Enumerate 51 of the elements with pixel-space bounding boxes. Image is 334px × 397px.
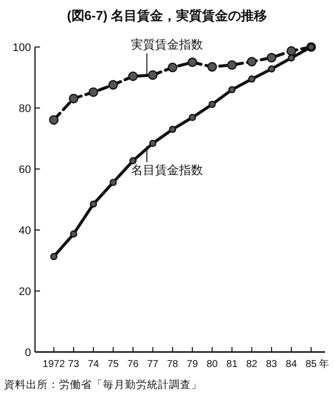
y-tick-label: 100 bbox=[12, 42, 31, 54]
point bbox=[50, 252, 58, 260]
x-tick-label: 82 bbox=[246, 359, 258, 370]
x-tick-label: 85 bbox=[306, 359, 318, 370]
x-tick-label: 78 bbox=[167, 359, 179, 370]
x-tick-label: 76 bbox=[127, 359, 139, 370]
x-tick-label: 79 bbox=[186, 359, 198, 370]
x-axis-title: 年 bbox=[319, 358, 330, 370]
point bbox=[286, 46, 296, 56]
point bbox=[208, 100, 216, 108]
point bbox=[90, 200, 97, 208]
point bbox=[168, 126, 176, 133]
chart-title: (図6-7) 名目賃金，実質賃金の推移 bbox=[66, 8, 268, 23]
x-tick-label: 81 bbox=[226, 359, 238, 370]
point bbox=[288, 54, 295, 62]
x-tick-label: 77 bbox=[147, 359, 159, 370]
point bbox=[228, 86, 236, 94]
x-tick-label: 80 bbox=[206, 359, 218, 370]
point bbox=[227, 60, 237, 70]
x-tick-label: 74 bbox=[88, 359, 100, 370]
point bbox=[168, 62, 178, 72]
x-tick-label: 75 bbox=[108, 359, 120, 370]
point bbox=[128, 71, 138, 82]
text: 資料出所：労働省「毎月勤労統計調査」 bbox=[4, 378, 202, 391]
point bbox=[49, 115, 59, 125]
point bbox=[266, 52, 276, 62]
point bbox=[148, 70, 158, 80]
point bbox=[110, 178, 117, 186]
point bbox=[108, 80, 118, 90]
y-tick-label: 20 bbox=[18, 286, 31, 298]
point bbox=[268, 65, 276, 73]
point bbox=[129, 157, 137, 164]
x-tick-label: 73 bbox=[68, 359, 80, 370]
y-tick-label: 80 bbox=[18, 103, 31, 115]
x-tick-label: 84 bbox=[286, 359, 298, 370]
x-tick-label: 83 bbox=[266, 359, 278, 370]
point bbox=[246, 56, 257, 66]
point bbox=[149, 140, 156, 147]
x-tick-label: 1972 bbox=[42, 359, 66, 370]
point bbox=[68, 94, 78, 104]
point bbox=[248, 75, 256, 83]
annotation: 名目賃金指数 bbox=[130, 163, 203, 178]
y-tick-label: 40 bbox=[18, 225, 31, 237]
point bbox=[188, 57, 198, 68]
y-tick-label: 60 bbox=[18, 164, 31, 176]
point bbox=[88, 87, 98, 97]
y-tick-label: 0 bbox=[24, 347, 31, 359]
annotation: 実質賃金指数 bbox=[130, 37, 203, 52]
point bbox=[188, 114, 196, 122]
point bbox=[207, 62, 217, 72]
point bbox=[70, 230, 78, 238]
